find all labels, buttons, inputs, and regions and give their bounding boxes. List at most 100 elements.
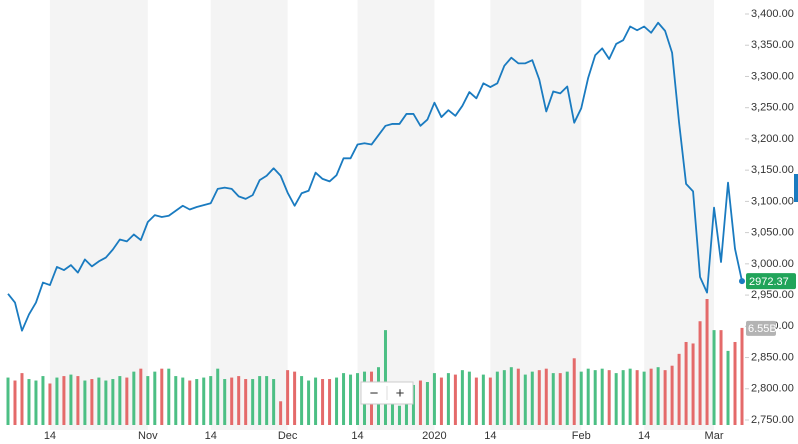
volume-bar [621,370,625,425]
volume-bar [279,401,283,425]
x-tick-label: 2020 [422,430,446,442]
volume-bar [460,370,464,425]
y-tick-label: 3,250.00 [751,102,794,114]
x-tick-label: 14 [351,430,363,442]
volume-bar [244,379,248,425]
volume-bar [125,377,129,425]
volume-bar [565,371,569,425]
volume-bar [551,373,555,425]
volume-bar [174,376,178,425]
volume-bar [607,370,611,425]
volume-bar [488,377,492,425]
volume-bar [195,379,199,425]
volume-bar [202,377,206,425]
y-tick-label: 2,750.00 [751,414,794,426]
volume-bar [530,371,534,425]
volume-bar [537,370,541,425]
volume-bar [670,365,674,425]
volume-bar [677,353,681,425]
volume-bar [293,371,297,425]
volume-bar [188,380,192,425]
volume-bar [97,377,101,425]
volume-bar [586,368,590,425]
volume-bar [265,376,269,425]
volume-bar [635,370,639,425]
volume-bar [90,379,94,425]
volume-bar [139,368,143,425]
volume-tag-label: 6.55B [748,323,777,335]
volume-bar [69,374,73,425]
volume-bar [523,374,527,425]
volume-bar [600,368,604,425]
y-tick-label: 3,350.00 [751,39,794,51]
volume-bar [328,379,332,425]
volume-bar [216,368,220,425]
volume-bar [342,373,346,425]
volume-bar [418,380,422,425]
volume-bar [258,376,262,425]
x-tick-label: Mar [705,430,724,442]
y-tick-label: 2,950.00 [751,289,794,301]
x-tick-label: Dec [278,430,298,442]
volume-bar [663,370,667,425]
side-tab[interactable] [794,174,798,202]
volume-bar [425,382,429,425]
volume-bar [439,377,443,425]
x-tick-label: 14 [44,430,56,442]
volume-bar [642,371,646,425]
volume-bar [251,379,255,425]
volume-bar [446,373,450,425]
volume-bar [453,374,457,425]
zoom-out[interactable]: − [370,385,379,402]
volume-bar [383,330,387,425]
volume-bar [349,374,353,425]
volume-bar [691,343,695,425]
volume-bar [740,327,744,425]
volume-bar [230,377,234,425]
volume-bar [733,341,737,425]
volume-bar [48,383,52,425]
x-tick-label: 14 [205,430,217,442]
volume-bar [286,370,290,425]
volume-bar [432,373,436,425]
volume-bar [223,379,227,425]
volume-bar [181,377,185,425]
volume-bar [656,367,660,425]
volume-bar [390,384,394,425]
volume-bar [209,376,213,425]
volume-bar [76,376,80,425]
volume-bar [649,368,653,425]
x-tick-label: 14 [638,430,650,442]
volume-bar [614,373,618,425]
y-tick-label: 3,300.00 [751,70,794,82]
volume-bar [34,380,38,425]
volume-bar [628,368,632,425]
volume-bar [237,376,241,425]
volume-bar [153,371,157,425]
volume-bar [132,371,136,425]
volume-bar [83,380,87,425]
volume-bar [509,367,513,425]
x-tick-label: Nov [138,430,158,442]
x-tick-label: 14 [484,430,496,442]
volume-bar [593,370,597,425]
volume-bar [62,376,66,425]
y-tick-label: 3,000.00 [751,258,794,270]
y-tick-label: 3,100.00 [751,195,794,207]
volume-bar [698,321,702,425]
volume-tag [746,320,776,336]
volume-bar [467,371,471,425]
price-line [7,21,743,332]
y-tick-label: 3,150.00 [751,164,794,176]
volume-bar [579,371,583,425]
zoom-in[interactable]: + [396,385,405,402]
volume-bar [104,380,108,425]
y-tick-label: 2,800.00 [751,383,794,395]
volume-bar [118,376,122,425]
volume-bar [55,377,59,425]
period-band [49,0,148,430]
volume-bar [13,380,17,425]
volume-bar [495,371,499,425]
volume-bar [27,379,31,425]
